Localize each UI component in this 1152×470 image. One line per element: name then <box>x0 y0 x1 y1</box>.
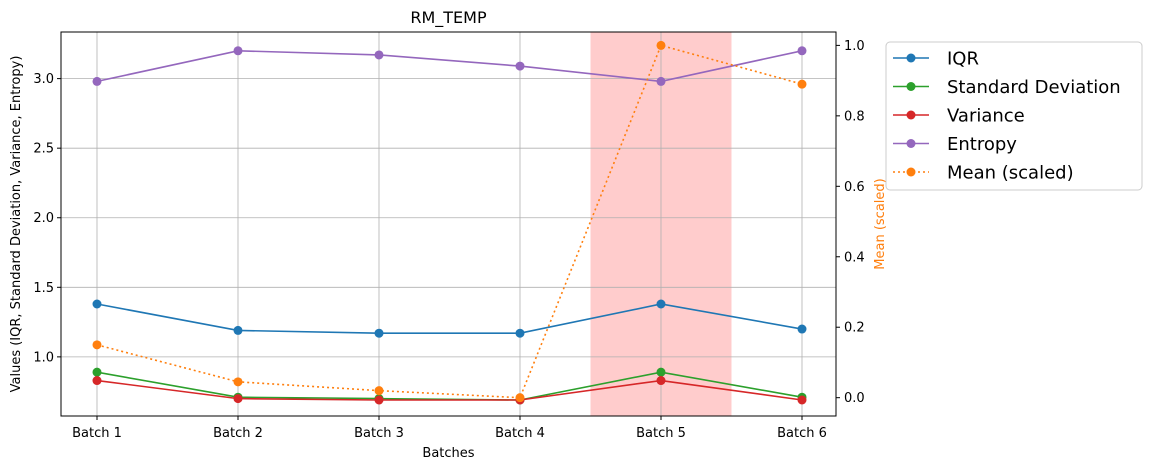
x-tick-label: Batch 3 <box>354 426 404 441</box>
series-line-variance <box>96 379 803 401</box>
data-point-iqr <box>656 299 666 309</box>
legend-marker-standard-deviation <box>906 82 916 91</box>
x-tick-label: Batch 6 <box>777 426 827 441</box>
y-tick-label: 2.0 <box>33 211 54 226</box>
data-point-entropy <box>797 46 807 56</box>
legend-marker-mean-scaled <box>906 167 916 177</box>
y-axis-title: Values (IQR, Standard Deviation, Varianc… <box>9 56 24 393</box>
x-axis-title: Batches <box>422 446 474 461</box>
legend-marker-iqr <box>906 53 916 63</box>
y2-tick-label: 0.4 <box>844 250 865 265</box>
legend-marker-entropy <box>906 139 916 148</box>
y2-tick-label: 0.0 <box>844 391 865 406</box>
data-point-mean-scaled <box>515 393 525 403</box>
data-point-iqr <box>797 324 807 334</box>
y-tick-label: 1.0 <box>33 350 54 365</box>
data-point-entropy <box>233 46 243 56</box>
x-tick-label: Batch 2 <box>213 426 263 441</box>
y-tick-label: 2.5 <box>33 142 54 157</box>
data-point-iqr <box>374 328 384 338</box>
chart-title: RM_TEMP <box>410 8 487 28</box>
data-point-entropy <box>92 76 102 86</box>
legend-label-mean-scaled: Mean (scaled) <box>947 163 1074 184</box>
legend-label-iqr: IQR <box>947 49 979 70</box>
data-point-mean-scaled <box>374 386 384 396</box>
series-line-entropy <box>96 49 803 83</box>
data-point-standard-deviation <box>92 367 102 377</box>
y2-tick-label: 0.6 <box>844 180 865 195</box>
data-point-standard-deviation <box>656 367 666 377</box>
y2-axis-title: Mean (scaled) <box>873 178 888 269</box>
y-tick-label: 1.5 <box>33 281 54 296</box>
data-point-iqr <box>233 325 243 335</box>
y2-tick-label: 0.2 <box>844 321 865 336</box>
x-tick-label: Batch 4 <box>495 426 545 441</box>
data-point-variance <box>374 395 384 405</box>
legend-label-variance: Variance <box>947 106 1025 127</box>
data-point-variance <box>92 376 102 386</box>
data-point-iqr <box>515 328 525 338</box>
legend-frame <box>885 41 1143 191</box>
data-point-variance <box>797 395 807 405</box>
data-point-mean-scaled <box>92 340 102 350</box>
legend: IQR Standard Deviation Variance Entropy Mean… <box>885 41 1143 191</box>
data-point-entropy <box>374 50 384 60</box>
series-line-mean-scaled <box>96 44 803 399</box>
y-tick-label: 3.0 <box>33 72 54 87</box>
data-point-mean-scaled <box>233 377 243 387</box>
legend-label-standard-deviation: Standard Deviation <box>947 77 1121 98</box>
y2-tick-label: 1.0 <box>844 39 865 54</box>
legend-label-entropy: Entropy <box>947 134 1017 155</box>
x-tick-label: Batch 1 <box>72 426 122 441</box>
data-point-mean-scaled <box>797 79 807 89</box>
data-point-variance <box>233 394 243 404</box>
y2-tick-label: 0.8 <box>844 109 865 124</box>
data-point-entropy <box>656 76 666 86</box>
data-point-mean-scaled <box>656 40 666 50</box>
data-point-variance <box>656 376 666 386</box>
data-point-iqr <box>92 299 102 309</box>
x-tick-label: Batch 5 <box>636 426 686 441</box>
data-point-entropy <box>515 61 525 71</box>
legend-marker-variance <box>906 110 916 120</box>
series-line-iqr <box>96 303 803 335</box>
plot-frame <box>60 31 837 417</box>
